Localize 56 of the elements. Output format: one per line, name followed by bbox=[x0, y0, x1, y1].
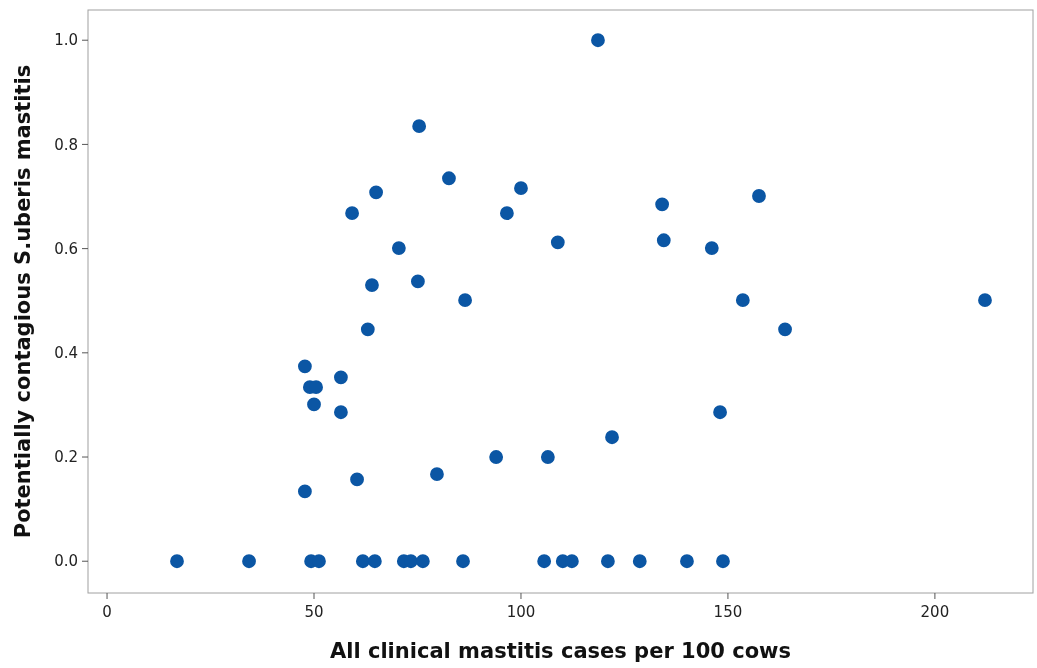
point bbox=[307, 397, 321, 412]
point bbox=[334, 405, 348, 420]
point bbox=[297, 484, 312, 499]
point bbox=[656, 233, 671, 248]
point bbox=[752, 189, 766, 203]
y-tick-label: 0.6 bbox=[54, 239, 78, 258]
point bbox=[442, 171, 456, 186]
x-axis-title: All clinical mastitis cases per 100 cows bbox=[330, 639, 791, 663]
point bbox=[514, 181, 528, 196]
point bbox=[600, 554, 615, 569]
point bbox=[458, 293, 472, 308]
point bbox=[632, 554, 647, 569]
y-tick-label: 0.4 bbox=[54, 344, 78, 363]
point bbox=[360, 322, 375, 337]
point bbox=[297, 359, 312, 374]
point bbox=[410, 274, 425, 289]
point bbox=[391, 241, 406, 255]
point bbox=[367, 554, 382, 569]
point bbox=[369, 185, 383, 200]
point bbox=[489, 450, 504, 464]
point bbox=[456, 554, 470, 569]
point bbox=[242, 554, 256, 569]
point bbox=[655, 197, 670, 212]
point bbox=[415, 554, 430, 569]
x-tick-label: 200 bbox=[920, 603, 950, 621]
point bbox=[591, 33, 605, 48]
x-tick-label: 100 bbox=[506, 603, 536, 621]
point bbox=[605, 430, 619, 445]
point bbox=[345, 206, 359, 221]
x-tick-label: 50 bbox=[304, 603, 324, 621]
point bbox=[680, 554, 694, 569]
point bbox=[735, 293, 750, 308]
point bbox=[365, 278, 379, 292]
point bbox=[334, 370, 348, 385]
y-axis-title: Potentially contagious S.uberis mastitis bbox=[11, 64, 35, 539]
point bbox=[412, 119, 427, 134]
point bbox=[355, 554, 370, 569]
y-tick-label: 0.2 bbox=[54, 448, 78, 467]
point bbox=[537, 554, 552, 569]
point bbox=[778, 322, 792, 337]
point bbox=[704, 241, 719, 255]
point bbox=[170, 554, 184, 569]
point bbox=[350, 472, 364, 487]
point bbox=[716, 554, 730, 569]
point bbox=[312, 554, 326, 569]
y-tick-label: 0.0 bbox=[54, 552, 78, 571]
point bbox=[430, 467, 444, 482]
point bbox=[540, 450, 555, 464]
point bbox=[713, 405, 727, 420]
point bbox=[550, 235, 565, 250]
y-tick-label: 0.8 bbox=[54, 135, 78, 154]
x-tick-label: 150 bbox=[713, 603, 743, 621]
x-tick-label: 0 bbox=[102, 603, 112, 621]
point bbox=[978, 293, 992, 308]
y-tick-label: 1.0 bbox=[54, 31, 78, 50]
point bbox=[499, 206, 514, 221]
